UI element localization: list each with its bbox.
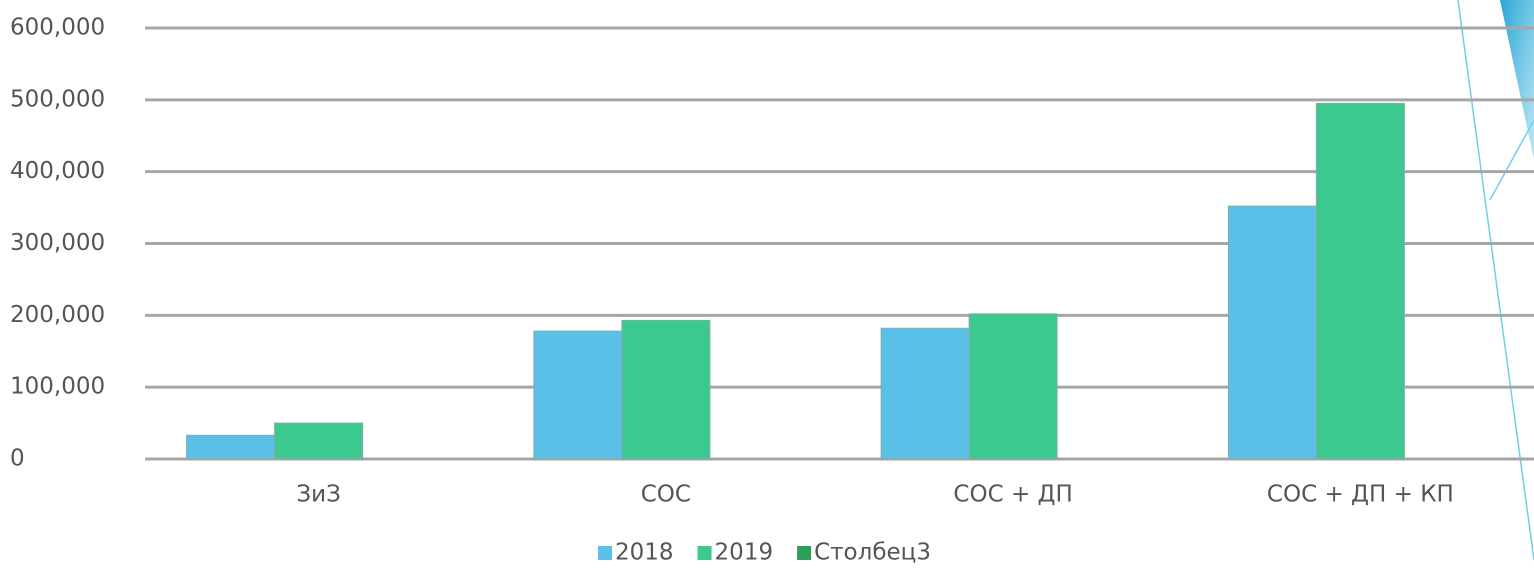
- y-tick-label: 400,000: [10, 158, 105, 184]
- bar: [880, 327, 970, 460]
- bar: [533, 330, 623, 460]
- x-tick-label: СОС + ДП + КП: [1267, 482, 1454, 508]
- bar: [186, 434, 276, 460]
- y-tick-label: 600,000: [10, 15, 105, 41]
- y-tick-label: 200,000: [10, 302, 105, 328]
- x-tick-label: СОС: [641, 482, 691, 508]
- y-tick-label: 500,000: [10, 86, 105, 112]
- legend-swatch: [697, 546, 712, 560]
- bar: [1227, 205, 1317, 460]
- decoration: [1500, 0, 1534, 160]
- bar: [1315, 102, 1405, 460]
- y-tick-label: 100,000: [10, 374, 105, 400]
- x-tick-label: ЗиЗ: [296, 482, 340, 508]
- decoration: [1457, 0, 1534, 561]
- bar: [621, 319, 711, 460]
- legend-swatch: [797, 546, 812, 560]
- x-tick-label: СОС + ДП: [953, 482, 1072, 508]
- decoration: [1489, 119, 1534, 201]
- bar: [968, 313, 1058, 460]
- legend-label: 2018: [615, 540, 674, 566]
- legend-label: 2019: [715, 540, 774, 566]
- bar: [274, 422, 364, 460]
- legend-swatch: [598, 546, 612, 560]
- y-tick-label: 0: [10, 446, 25, 472]
- legend-label: Столбец3: [814, 540, 931, 566]
- y-tick-label: 300,000: [10, 230, 105, 256]
